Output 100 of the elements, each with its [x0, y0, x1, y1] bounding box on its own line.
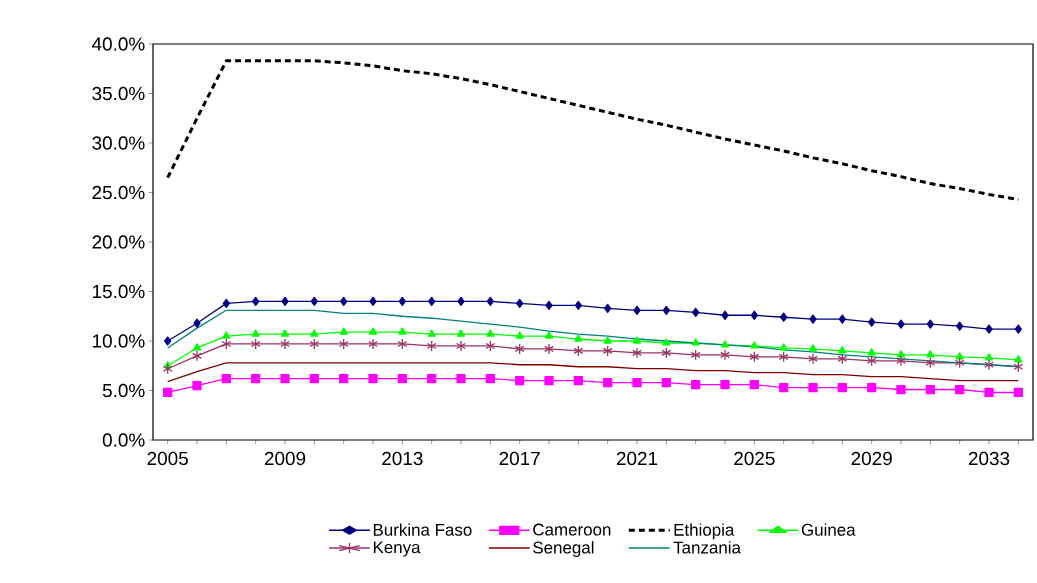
point: [456, 340, 466, 352]
point: [398, 296, 406, 307]
point: [984, 387, 994, 398]
point: [809, 314, 817, 324]
point: [222, 331, 231, 339]
point: [427, 373, 437, 384]
point: [633, 305, 641, 315]
point: [251, 373, 261, 384]
point: [252, 296, 260, 307]
point: [868, 317, 876, 327]
point: [808, 344, 818, 352]
point: [691, 379, 701, 390]
point: [516, 298, 524, 309]
point: [310, 296, 318, 307]
point: [720, 340, 730, 348]
point: [926, 350, 935, 358]
point: [720, 349, 730, 361]
point: [280, 329, 290, 337]
y-tick-label: 0.0%: [102, 433, 145, 447]
legend-label: Senegal: [533, 541, 594, 557]
point: [192, 343, 202, 351]
point: [925, 384, 935, 395]
point: [749, 379, 759, 390]
point: [250, 338, 261, 350]
x-tick-label: 2009: [264, 451, 306, 466]
point: [193, 318, 201, 328]
point: [749, 351, 760, 363]
point: [544, 375, 554, 386]
point: [1013, 361, 1024, 373]
point: [428, 296, 436, 307]
point: [280, 373, 290, 384]
point: [1014, 355, 1023, 363]
point: [545, 300, 553, 310]
point: [632, 377, 642, 388]
point: [691, 338, 700, 346]
point: [309, 338, 320, 350]
y-tick-label: 15.0%: [92, 284, 145, 299]
point: [221, 338, 232, 350]
point: [750, 310, 758, 320]
legend-label: Kenya: [373, 541, 421, 557]
point: [574, 334, 583, 342]
point: [192, 380, 202, 391]
point: [164, 336, 172, 346]
point: [251, 329, 260, 337]
point: [808, 353, 818, 365]
point: [573, 345, 584, 357]
point: [368, 373, 378, 384]
point: [162, 363, 173, 375]
point: [838, 314, 846, 324]
point: [1013, 387, 1023, 398]
point: [456, 373, 466, 384]
point: [486, 329, 495, 337]
point: [662, 305, 670, 315]
point: [661, 377, 671, 388]
point: [661, 347, 672, 359]
point: [339, 327, 348, 335]
point: [163, 387, 173, 398]
point: [838, 346, 847, 354]
legend-label: Guinea: [801, 523, 856, 536]
y-tick-label: 10.0%: [92, 334, 145, 348]
point: [955, 384, 965, 395]
point: [985, 324, 993, 334]
point: [573, 375, 583, 386]
point: [632, 336, 642, 344]
point: [340, 296, 348, 307]
point: [339, 373, 349, 384]
point: [192, 350, 202, 362]
y-tick-label: 30.0%: [92, 136, 145, 150]
point: [281, 296, 289, 307]
point: [514, 343, 525, 355]
point: [369, 296, 377, 307]
point: [338, 338, 349, 350]
point: [750, 341, 759, 349]
point: [632, 347, 642, 359]
point: [544, 331, 554, 339]
point: [397, 338, 408, 350]
point: [984, 359, 994, 371]
point: [515, 331, 524, 339]
point: [603, 336, 612, 344]
point: [368, 338, 378, 350]
point: [485, 340, 496, 352]
point: [457, 296, 465, 307]
x-tick-label: 2021: [616, 451, 658, 466]
point: [310, 329, 319, 337]
y-tick-label: 25.0%: [92, 185, 145, 200]
point: [837, 382, 847, 393]
x-tick-label: 2013: [382, 451, 423, 466]
point: [780, 312, 788, 322]
x-tick-label: 2025: [734, 451, 775, 466]
point: [690, 349, 701, 361]
point: [866, 355, 877, 367]
point: [398, 327, 407, 335]
point: [954, 357, 965, 369]
point: [867, 382, 877, 393]
y-tick-label: 35.0%: [92, 86, 145, 101]
point: [426, 340, 437, 352]
point: [721, 310, 729, 320]
x-tick-label: 2005: [147, 451, 188, 466]
point: [662, 338, 671, 346]
point: [926, 319, 934, 329]
